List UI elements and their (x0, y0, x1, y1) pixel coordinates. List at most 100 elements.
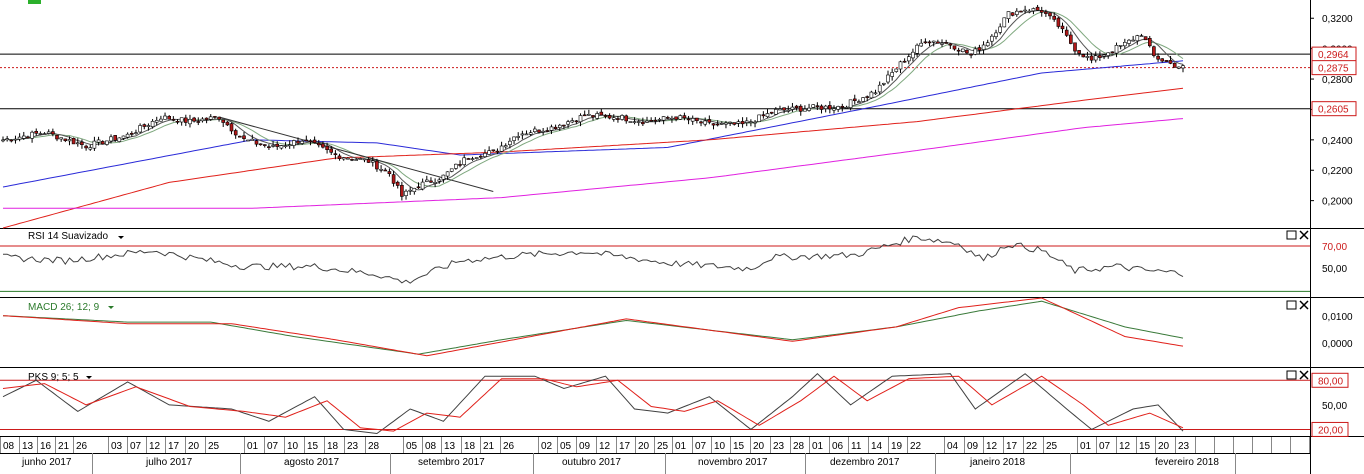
x-day-label: 20 (1158, 441, 1170, 452)
candlestick (346, 157, 350, 160)
macd-maximize-icon[interactable] (1286, 300, 1297, 310)
candlestick (383, 167, 388, 172)
x-day-label: 22 (910, 441, 922, 452)
candlestick (333, 150, 338, 160)
candlestick (175, 119, 180, 125)
candlestick (296, 137, 300, 145)
x-day-label: 17 (1006, 441, 1018, 452)
candlestick (869, 90, 874, 99)
candlestick (321, 141, 325, 149)
x-day-label: 25 (208, 441, 220, 452)
candlestick (524, 130, 529, 136)
pks-maximize-icon[interactable] (1286, 370, 1297, 380)
candlestick (179, 117, 184, 126)
candlestick (636, 119, 641, 126)
x-day-label: 06 (832, 441, 844, 452)
candlestick (678, 114, 683, 120)
candlestick (329, 145, 334, 156)
candlestick (433, 178, 437, 188)
candlestick (196, 117, 201, 126)
candlestick (1177, 66, 1181, 70)
candlestick (429, 177, 433, 183)
candlestick (940, 39, 944, 48)
rsi-panel[interactable] (0, 235, 1310, 292)
x-day-label: 26 (76, 441, 88, 452)
x-day-label: 12 (599, 441, 611, 452)
candlestick (632, 117, 637, 125)
macd-panel[interactable] (2, 297, 1184, 357)
candlestick (936, 39, 940, 44)
candlestick (441, 174, 446, 183)
candlestick (76, 138, 80, 147)
candlestick (138, 123, 142, 134)
candlestick (740, 117, 745, 128)
candlestick (553, 124, 558, 130)
candlestick (807, 103, 811, 112)
candlestick (1006, 11, 1011, 23)
candlestick (21, 131, 26, 140)
candlestick (819, 104, 824, 114)
candlestick (225, 121, 230, 127)
macd-close-icon[interactable] (1299, 300, 1309, 310)
price-y-tick-label: 0,2400 (1322, 136, 1353, 147)
candlestick (258, 143, 263, 146)
x-day-label: 07 (1099, 441, 1111, 452)
candlestick (109, 134, 113, 144)
candlestick (113, 135, 117, 142)
candlestick (449, 168, 454, 173)
candlestick (886, 70, 890, 85)
rsi-maximize-icon[interactable] (1286, 230, 1297, 240)
rsi-close-icon[interactable] (1299, 230, 1309, 240)
candlestick (275, 141, 280, 150)
rsi-menu-caret-icon[interactable] (118, 236, 124, 239)
x-day-label: 01 (675, 441, 687, 452)
x-day-label: 19 (891, 441, 903, 452)
candlestick (184, 114, 188, 127)
candlestick (121, 135, 126, 140)
candlestick (13, 135, 18, 144)
candlestick (815, 102, 820, 111)
candlestick (990, 34, 994, 46)
rsi-line (3, 235, 1184, 284)
candlestick (462, 154, 467, 167)
candlestick (616, 116, 620, 123)
macd-menu-caret-icon[interactable] (108, 306, 114, 309)
candlestick (956, 47, 961, 56)
x-day-label: 10 (287, 441, 299, 452)
candlestick (911, 48, 915, 62)
pks-panel[interactable] (0, 373, 1310, 435)
candlestick (823, 104, 828, 113)
x-day-label: 20 (753, 441, 765, 452)
candlestick (915, 43, 919, 57)
pks-close-icon[interactable] (1299, 370, 1309, 380)
candlestick (354, 157, 359, 161)
x-day-label: 05 (560, 441, 572, 452)
x-month-label: junho 2017 (21, 457, 72, 468)
candlestick (732, 122, 737, 126)
candlestick (645, 116, 649, 123)
x-day-label: 08 (425, 441, 437, 452)
candlestick (873, 89, 878, 95)
candlestick (969, 53, 973, 59)
green-square-icon[interactable] (28, 0, 41, 4)
x-day-label: 25 (1046, 441, 1058, 452)
candlestick (26, 135, 30, 139)
candlestick (71, 137, 76, 145)
candlestick (545, 127, 550, 133)
candlestick (1102, 53, 1106, 60)
pks-menu-caret-icon[interactable] (86, 376, 92, 379)
candlestick (408, 187, 413, 195)
candlestick (1135, 34, 1140, 45)
candlestick (1131, 35, 1135, 42)
candlestick (503, 143, 508, 149)
candlestick (341, 156, 346, 161)
pks-y-tick-50: 50,00 (1322, 401, 1347, 412)
candlestick (765, 109, 770, 118)
pks-signal-line (2, 375, 1184, 432)
candlestick (865, 95, 870, 102)
candlestick (578, 113, 583, 127)
x-day-label: 01 (812, 441, 824, 452)
price-panel[interactable] (0, 4, 1310, 229)
candlestick (1152, 45, 1156, 58)
candlestick (1164, 60, 1169, 62)
